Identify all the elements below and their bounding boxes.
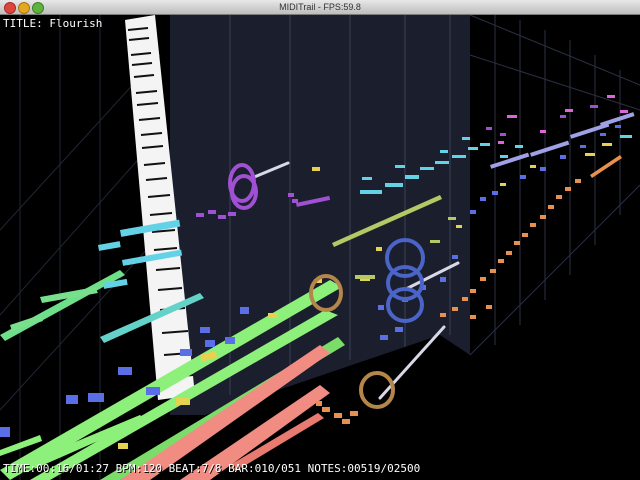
active-note-bars <box>0 270 345 480</box>
green-note-bar <box>0 435 42 456</box>
green-note-bar <box>20 415 146 473</box>
green-note-bar <box>0 270 125 341</box>
magenta-notes <box>498 95 628 144</box>
olive-notes <box>332 195 456 279</box>
close-button[interactable] <box>4 2 16 14</box>
midi-3d-viewport[interactable]: TITLE: Flourish TIME:00:16/01:27 BPM:120… <box>0 15 640 480</box>
green-note-bar <box>30 310 338 480</box>
blue-ripple <box>386 287 424 323</box>
red-note-bar <box>230 413 324 471</box>
cyan-notes <box>98 137 523 289</box>
blue-ripple <box>385 238 425 278</box>
lane-lines <box>469 15 640 356</box>
green-note-bar <box>10 315 43 331</box>
tan-ripple <box>309 274 343 312</box>
minimize-button[interactable] <box>18 2 30 14</box>
orange-notes <box>316 155 622 424</box>
tan-ripple <box>359 371 395 409</box>
window-title: MIDITrail - FPS:59.8 <box>279 2 361 12</box>
green-note-bar <box>40 287 98 303</box>
playback-status-line: TIME:00:16/01:27 BPM:120 BEAT:7/8 BAR:01… <box>3 462 421 475</box>
zoom-button[interactable] <box>32 2 44 14</box>
purple-notes <box>196 105 598 219</box>
purple-ripple <box>230 174 258 210</box>
playback-plane <box>170 15 470 415</box>
blue-ripple <box>386 265 424 301</box>
red-note-bar <box>120 345 330 480</box>
far-notes-cluster <box>489 112 635 169</box>
red-note-bar <box>180 385 330 480</box>
cyan-note-bar <box>100 293 204 343</box>
note-visualization <box>0 15 640 480</box>
window-titlebar: MIDITrail - FPS:59.8 <box>0 0 640 15</box>
song-title-label: TITLE: Flourish <box>3 17 103 30</box>
green-note-bar <box>0 280 342 480</box>
ripple-rings <box>228 163 425 409</box>
